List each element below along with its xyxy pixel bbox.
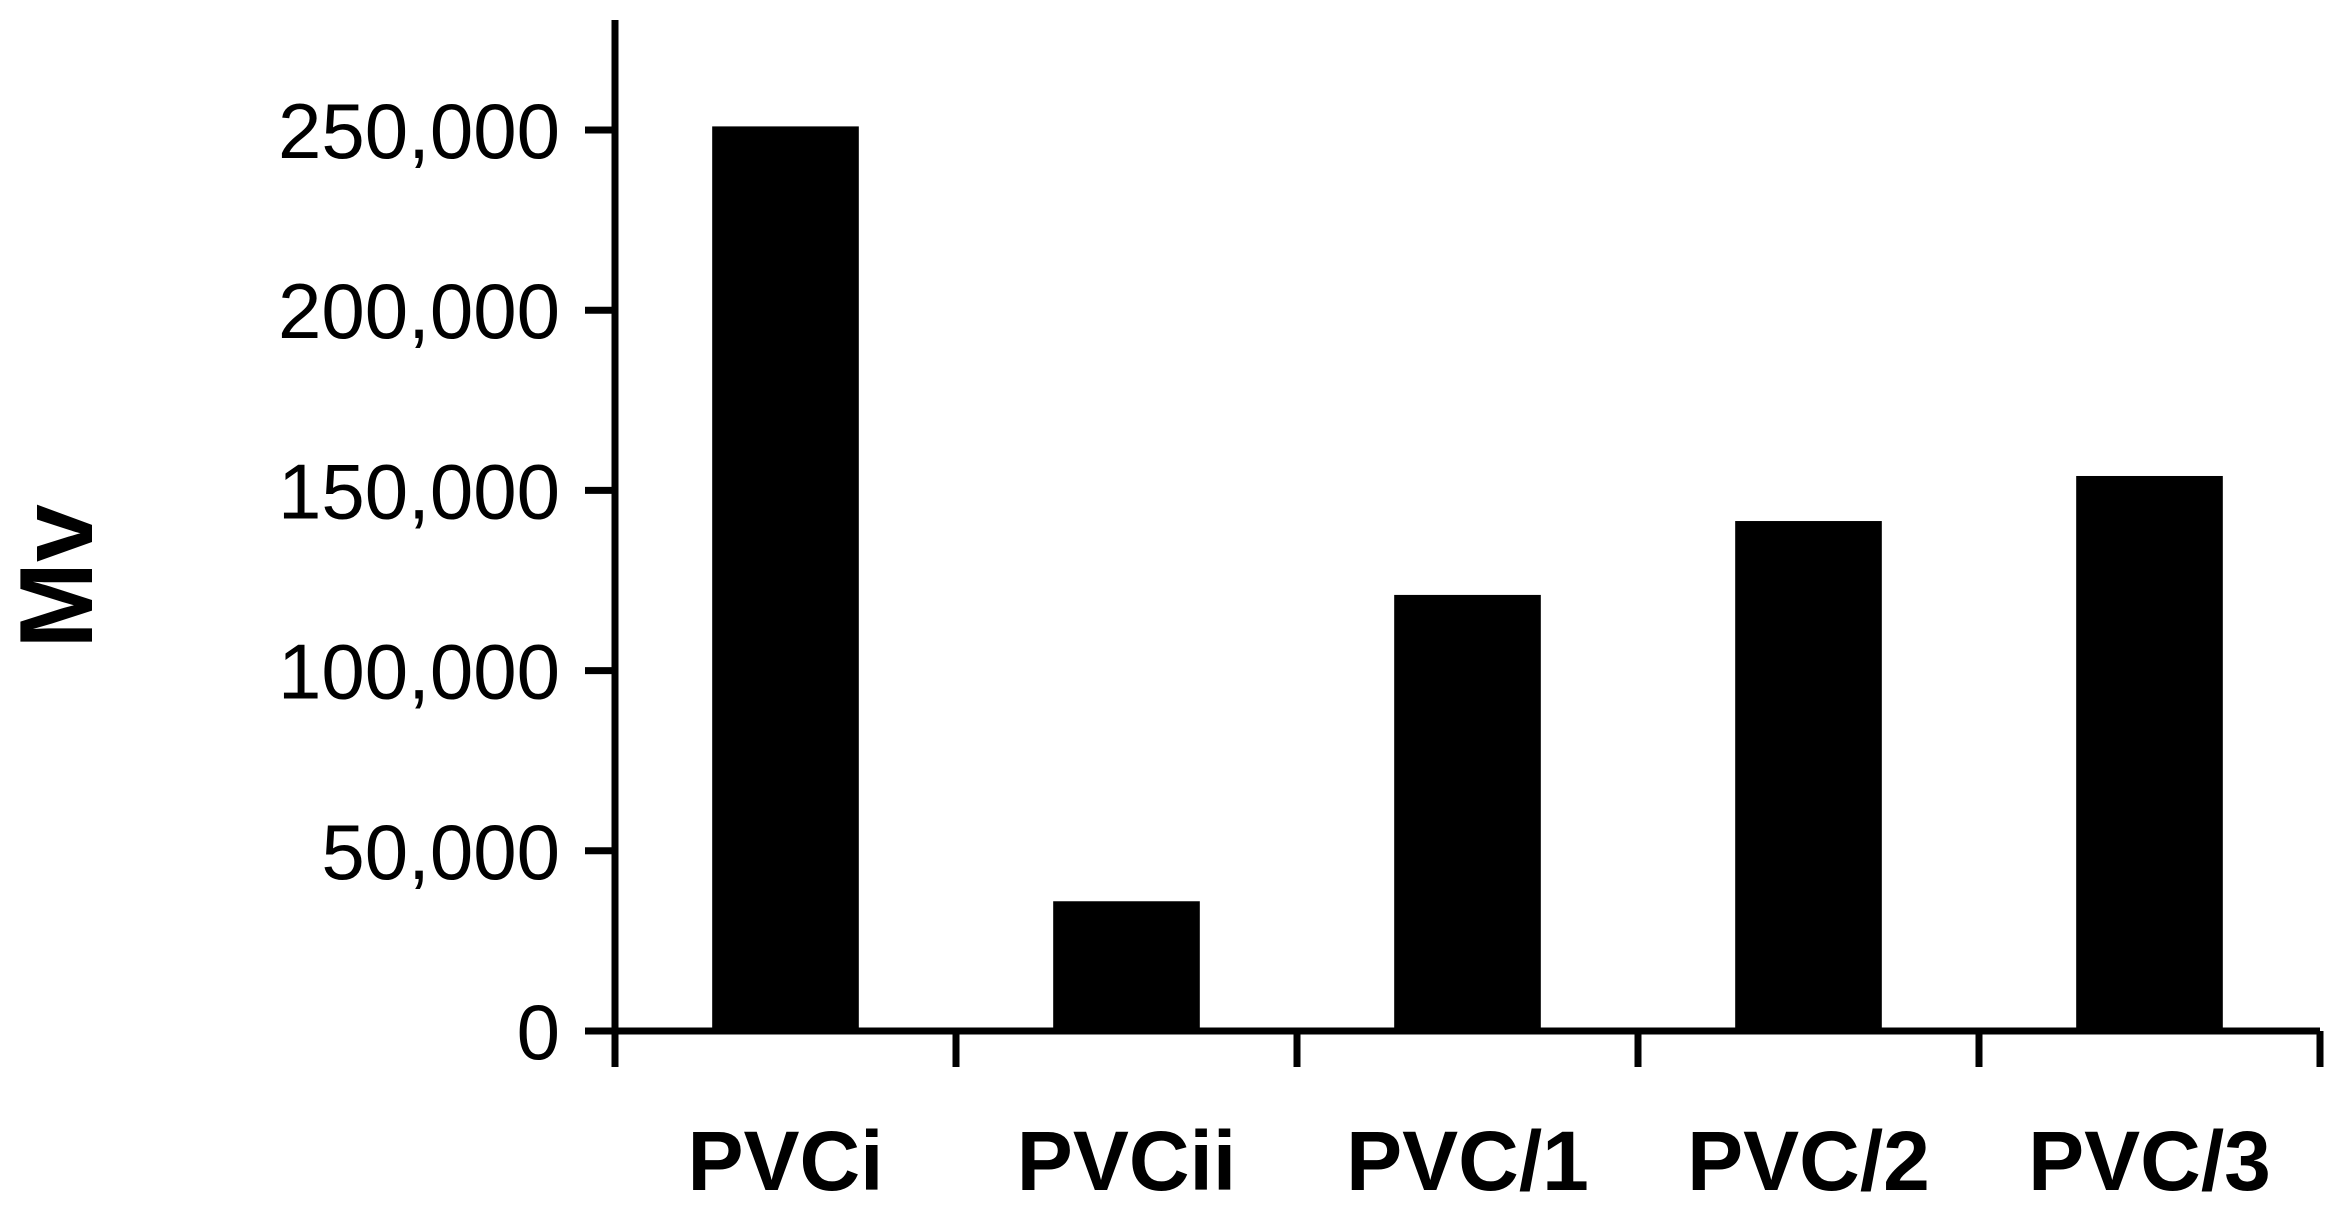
x-category-label: PVCi	[687, 1114, 883, 1208]
y-axis-title: Mv	[0, 504, 115, 649]
x-category-label: PVC/2	[1687, 1114, 1930, 1208]
y-tick-label: 150,000	[278, 447, 560, 535]
y-tick-label: 0	[517, 988, 560, 1076]
bar-pvc-1	[1394, 594, 1541, 1031]
y-tick-label: 250,000	[278, 87, 560, 175]
bars-group	[712, 126, 2223, 1031]
y-tick-label: 50,000	[321, 808, 560, 896]
x-ticks-group: PVCi PVCii PVC/1 PVC/2 PVC/3	[611, 1031, 2324, 1208]
bar-pvcii	[1053, 901, 1200, 1031]
bar-pvc-3	[2076, 475, 2223, 1031]
bar-pvc-2	[1735, 521, 1882, 1031]
axes-group	[585, 20, 2320, 1067]
x-category-label: PVCii	[1017, 1114, 1236, 1208]
y-tick-label: 200,000	[278, 267, 560, 355]
bar-pvci	[712, 126, 859, 1031]
x-category-label: PVC/3	[2028, 1114, 2271, 1208]
y-ticks-group: 0 50,000 100,000 150,000 200,000 250,000	[278, 87, 615, 1076]
y-tick-label: 100,000	[278, 628, 560, 716]
x-category-label: PVC/1	[1346, 1114, 1589, 1208]
